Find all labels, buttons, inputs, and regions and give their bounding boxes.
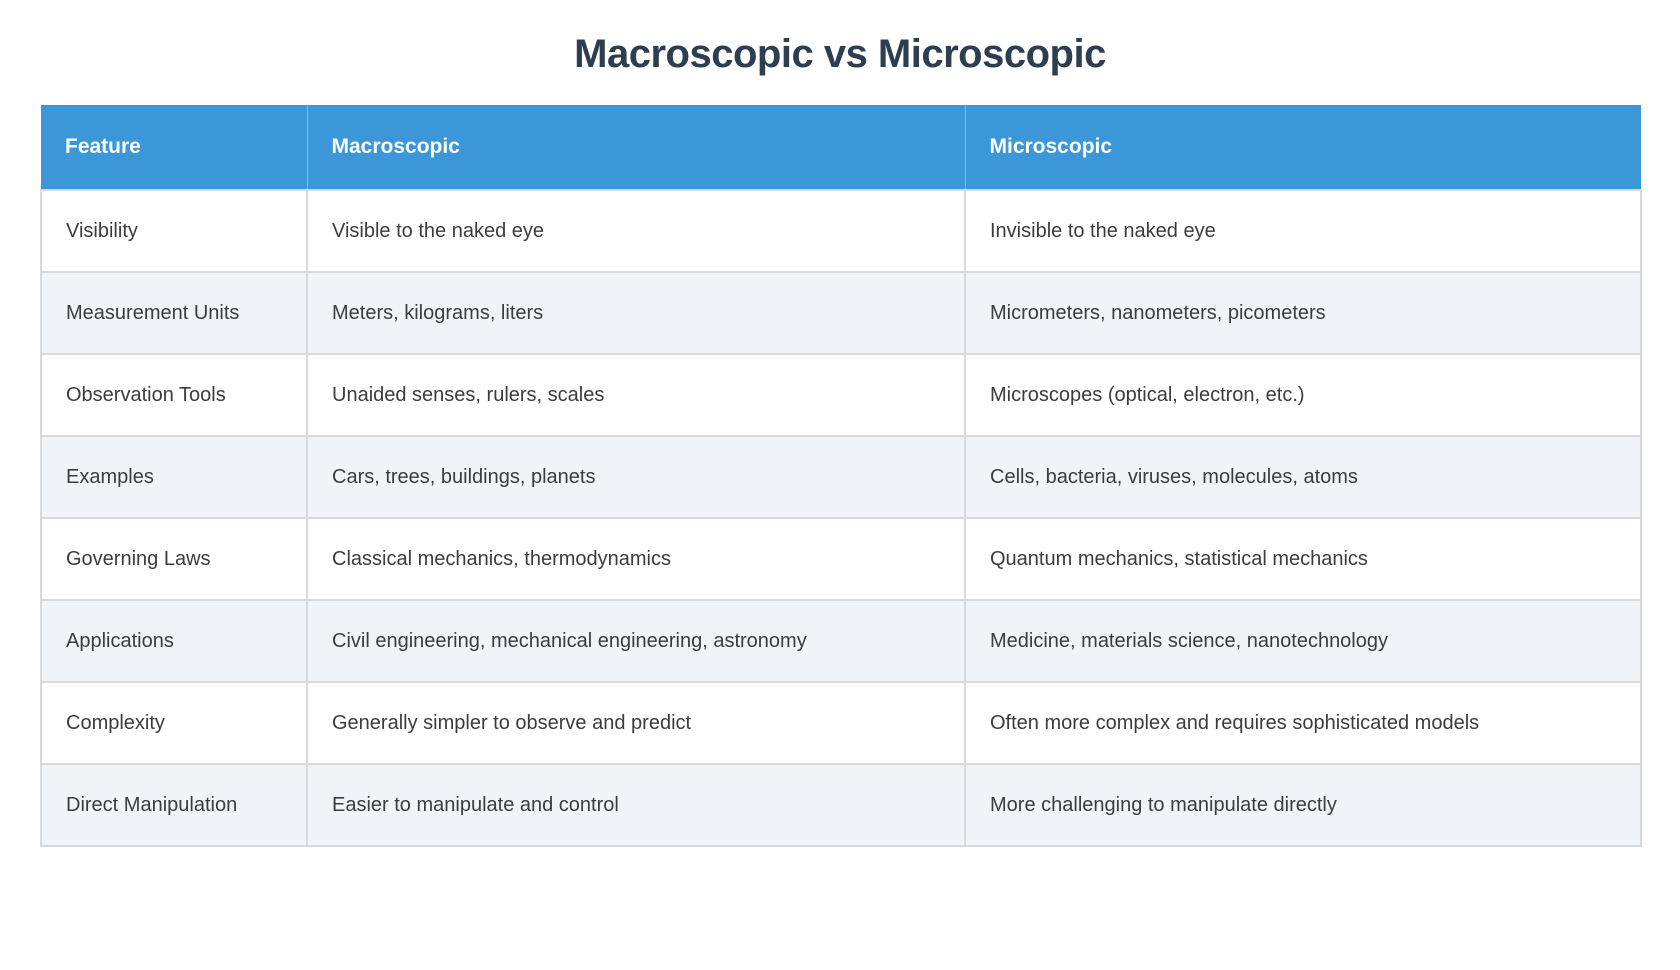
table-row: Measurement Units Meters, kilograms, lit… [40, 271, 1642, 355]
macroscopic-cell: Cars, trees, buildings, planets [306, 435, 966, 519]
microscopic-cell: Micrometers, nanometers, picometers [964, 271, 1642, 355]
feature-cell: Measurement Units [40, 271, 308, 355]
microscopic-cell: Quantum mechanics, statistical mechanics [964, 517, 1642, 601]
table-row: Direct Manipulation Easier to manipulate… [40, 763, 1642, 847]
macroscopic-cell: Classical mechanics, thermodynamics [306, 517, 966, 601]
table-row: Governing Laws Classical mechanics, ther… [40, 517, 1642, 601]
feature-cell: Visibility [40, 189, 308, 273]
microscopic-cell: Medicine, materials science, nanotechnol… [964, 599, 1642, 683]
comparison-table: Feature Macroscopic Microscopic Visibili… [40, 105, 1642, 847]
feature-cell: Applications [40, 599, 308, 683]
page: Macroscopic vs Microscopic Feature Macro… [40, 32, 1642, 847]
feature-column-header: Feature [41, 105, 308, 191]
table-row: Observation Tools Unaided senses, rulers… [40, 353, 1642, 437]
macroscopic-column-header: Macroscopic [306, 105, 966, 191]
microscopic-cell: Often more complex and requires sophisti… [964, 681, 1642, 765]
microscopic-cell: Microscopes (optical, electron, etc.) [964, 353, 1642, 437]
page-title: Macroscopic vs Microscopic [574, 32, 1106, 76]
feature-cell: Observation Tools [40, 353, 308, 437]
feature-cell: Direct Manipulation [40, 763, 308, 847]
macroscopic-cell: Meters, kilograms, liters [306, 271, 966, 355]
microscopic-cell: More challenging to manipulate directly [964, 763, 1642, 847]
microscopic-column-header: Microscopic [964, 105, 1641, 191]
table-row: Complexity Generally simpler to observe … [40, 681, 1642, 765]
feature-cell: Complexity [40, 681, 308, 765]
macroscopic-cell: Visible to the naked eye [306, 189, 966, 273]
header-row: Feature Macroscopic Microscopic [41, 105, 1641, 191]
table-row: Examples Cars, trees, buildings, planets… [40, 435, 1642, 519]
microscopic-cell: Invisible to the naked eye [964, 189, 1642, 273]
table-row: Applications Civil engineering, mechanic… [40, 599, 1642, 683]
macroscopic-cell: Easier to manipulate and control [306, 763, 966, 847]
macroscopic-cell: Unaided senses, rulers, scales [306, 353, 966, 437]
feature-cell: Examples [40, 435, 308, 519]
microscopic-cell: Cells, bacteria, viruses, molecules, ato… [964, 435, 1642, 519]
table-row: Visibility Visible to the naked eye Invi… [40, 189, 1642, 273]
feature-cell: Governing Laws [40, 517, 308, 601]
macroscopic-cell: Generally simpler to observe and predict [306, 681, 966, 765]
macroscopic-cell: Civil engineering, mechanical engineerin… [306, 599, 966, 683]
